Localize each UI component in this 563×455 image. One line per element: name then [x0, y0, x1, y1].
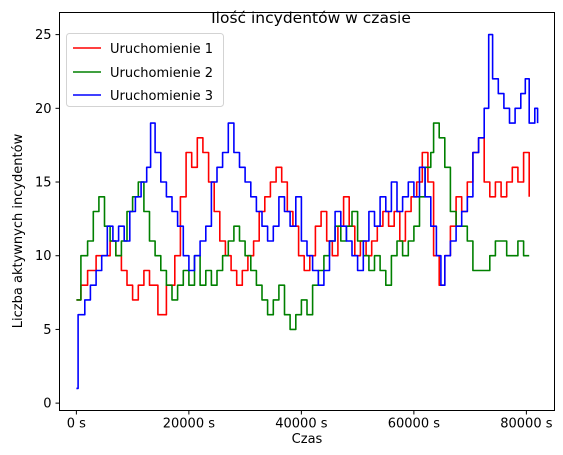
y-axis-label: Liczba aktywnych incydentów: [11, 133, 26, 328]
x-tick-label: 20000 s: [163, 417, 215, 432]
plot-frame: [59, 12, 555, 411]
y-axis-ticks: 0 5 10 15 20 25: [35, 28, 60, 412]
x-tick-label: 80000 s: [500, 417, 552, 432]
series-line-2: [76, 122, 530, 331]
y-tick-label: 20: [35, 102, 52, 117]
x-axis-label: Czas: [292, 432, 323, 447]
x-tick-label: 0 s: [67, 417, 86, 432]
legend-box: [66, 33, 224, 107]
legend-label-1: Uruchomienie 1: [110, 42, 213, 57]
y-tick-label: 0: [43, 397, 51, 412]
y-tick-label: 5: [43, 323, 51, 338]
y-tick-label: 15: [35, 176, 52, 191]
y-tick-label: 25: [35, 28, 52, 43]
series-layer: [76, 33, 539, 390]
legend-label-2: Uruchomienie 2: [110, 66, 213, 81]
series-line-3: [76, 33, 539, 390]
x-axis-ticks: 0 s 20000 s 40000 s 60000 s 80000 s: [67, 410, 553, 432]
y-tick-label: 10: [35, 249, 52, 264]
x-tick-label: 60000 s: [388, 417, 440, 432]
chart-title: Ilość incydentów w czasie: [211, 9, 411, 27]
x-tick-label: 40000 s: [275, 417, 327, 432]
legend-label-3: Uruchomienie 3: [110, 89, 213, 104]
legend: Uruchomienie 1 Uruchomienie 2 Uruchomien…: [66, 33, 224, 107]
